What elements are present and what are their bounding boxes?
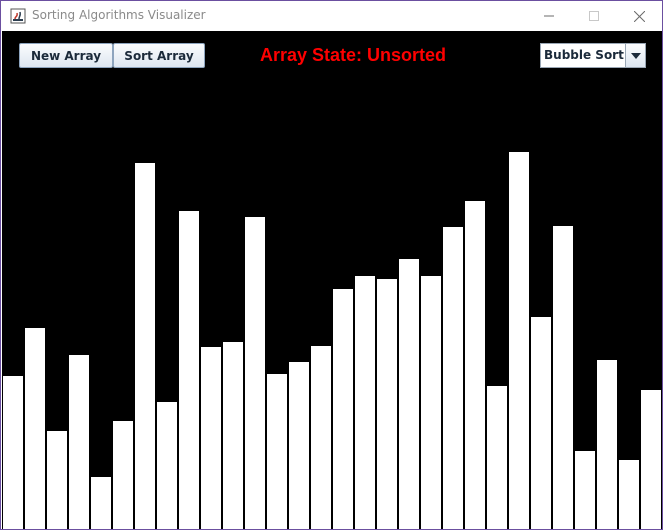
array-bar: [223, 342, 243, 529]
array-bar: [597, 360, 617, 529]
minimize-icon: [544, 15, 554, 17]
close-icon: [633, 10, 645, 22]
array-bar: [465, 201, 485, 529]
array-state-prefix: Array State:: [260, 45, 368, 65]
array-bar: [245, 217, 265, 529]
close-button[interactable]: [616, 1, 662, 31]
array-bar: [179, 211, 199, 529]
array-bar: [25, 328, 45, 529]
array-bar: [311, 346, 331, 529]
array-bar: [333, 289, 353, 529]
title-bar[interactable]: Sorting Algorithms Visualizer: [1, 1, 662, 31]
array-state-label: Array State: Unsorted: [260, 45, 446, 66]
array-bar: [201, 347, 221, 529]
array-bars: [2, 31, 662, 529]
maximize-button[interactable]: [571, 1, 617, 31]
array-bar: [377, 279, 397, 529]
array-bar: [421, 276, 441, 529]
window-title: Sorting Algorithms Visualizer: [32, 8, 206, 22]
new-array-button[interactable]: New Array: [19, 43, 113, 68]
array-bar: [3, 376, 23, 529]
array-bar: [487, 386, 507, 529]
array-bar: [509, 152, 529, 529]
array-bar: [113, 421, 133, 529]
array-bar: [91, 477, 111, 529]
array-bar: [355, 276, 375, 529]
algorithm-select-value: Bubble Sort: [544, 48, 624, 62]
array-bar: [267, 374, 287, 529]
array-bar: [135, 163, 155, 529]
algorithm-select[interactable]: Bubble Sort: [540, 43, 646, 68]
array-bar: [575, 451, 595, 529]
array-bar: [399, 259, 419, 529]
array-bar: [47, 431, 67, 529]
algorithm-dropdown-button[interactable]: [625, 44, 645, 67]
minimize-button[interactable]: [526, 1, 572, 31]
array-state-value: Unsorted: [367, 45, 447, 65]
array-bar: [289, 362, 309, 529]
array-bar: [157, 402, 177, 529]
array-bar: [443, 227, 463, 529]
array-bar: [553, 226, 573, 529]
visualizer-panel: New Array Sort Array Array State: Unsort…: [2, 31, 662, 529]
array-bar: [641, 390, 661, 529]
array-bar: [531, 317, 551, 529]
array-bar: [69, 355, 89, 529]
sort-array-button[interactable]: Sort Array: [113, 43, 205, 68]
chevron-down-icon: [630, 52, 641, 59]
array-bar: [619, 460, 639, 529]
java-icon: [10, 8, 26, 24]
maximize-icon: [589, 11, 599, 21]
